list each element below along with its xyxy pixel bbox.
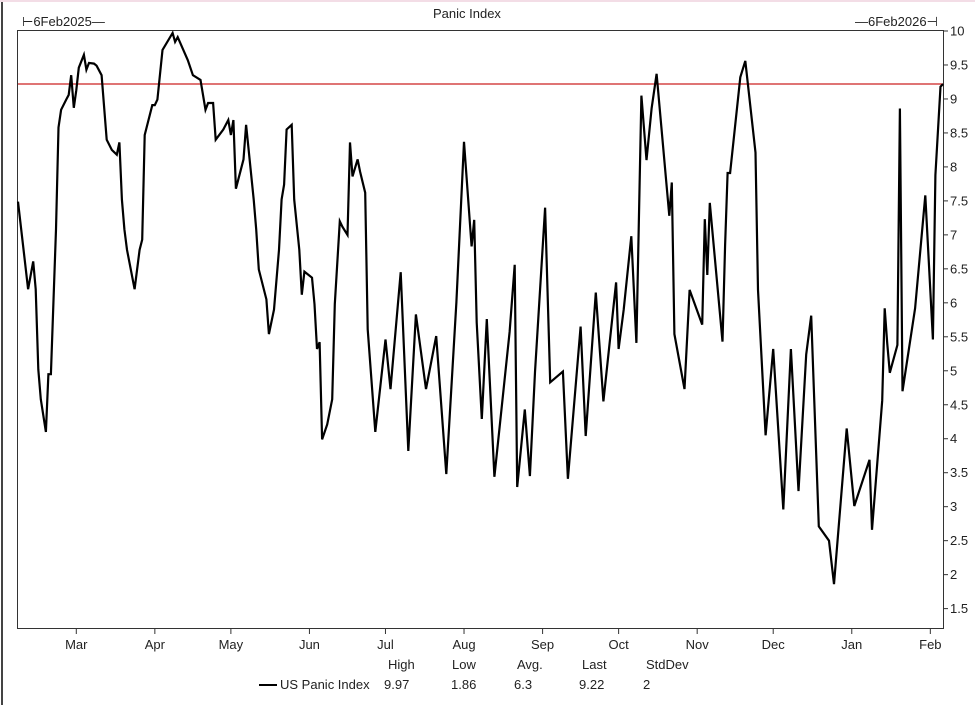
- legend-line-swatch: [259, 684, 277, 686]
- y-tick-label: 6.5: [950, 261, 968, 276]
- legend-header-low: Low: [452, 657, 476, 672]
- legend-header-last: Last: [582, 657, 607, 672]
- y-tick-label: 4: [950, 431, 957, 446]
- x-tick-label: Oct: [608, 637, 629, 652]
- x-tick-label: Jun: [299, 637, 320, 652]
- series-layer: [16, 30, 944, 585]
- y-tick-label: 7: [950, 227, 957, 242]
- y-tick-label: 3: [950, 499, 957, 514]
- y-tick-label: 2.5: [950, 533, 968, 548]
- y-tick-label: 5: [950, 363, 957, 378]
- start-date-text: 6Feb2025: [33, 14, 92, 29]
- start-bracket: ⊢: [22, 14, 34, 29]
- series-line-us-panic-index: [16, 30, 944, 585]
- y-tick-label: 6: [950, 295, 957, 310]
- end-dash: —: [855, 14, 868, 29]
- legend-stat-stddev: 2: [643, 677, 651, 692]
- x-tick-label: Dec: [762, 637, 786, 652]
- x-axis: Mar Apr May Jun Jul Aug Sep Oct Nov Dec Jan Feb: [65, 629, 942, 652]
- y-tick-label: 8: [950, 159, 957, 174]
- x-tick-label: Jan: [841, 637, 862, 652]
- y-tick-label: 4.5: [950, 397, 968, 412]
- legend-stat-last: 9.22: [579, 677, 605, 692]
- end-bracket: ⊣: [926, 14, 938, 29]
- legend-stat-high: 9.97: [384, 677, 410, 692]
- legend-header-avg: Avg.: [517, 657, 543, 672]
- y-tick-label: 3.5: [950, 465, 968, 480]
- y-axis: 1.5 2 2.5 3 3.5 4 4.5 5 5.5 6 6.5 7 7.5 8 8.5 9 9.5 10: [943, 24, 968, 616]
- legend-stat-avg: 6.3: [514, 677, 533, 692]
- legend-series-label: US Panic Index: [280, 677, 370, 692]
- window-top-border: [0, 0, 975, 2]
- end-date-label: —6Feb2026⊣: [855, 14, 938, 30]
- x-tick-label: Sep: [531, 637, 554, 652]
- y-tick-label: 7.5: [950, 193, 968, 208]
- chart-title: Panic Index: [433, 6, 501, 21]
- start-dash: —: [91, 14, 105, 29]
- legend-header-high: High: [388, 657, 415, 672]
- plot-frame: [17, 30, 944, 629]
- x-tick-label: May: [219, 637, 244, 652]
- x-tick-label: Mar: [65, 637, 88, 652]
- y-tick-label: 10: [950, 24, 964, 39]
- end-date-text: 6Feb2026: [868, 14, 927, 29]
- y-tick-label: 5.5: [950, 329, 968, 344]
- legend-header-stddev: StdDev: [646, 657, 689, 672]
- y-tick-label: 8.5: [950, 125, 968, 140]
- window-left-border: [1, 0, 3, 705]
- x-tick-label: Jul: [377, 637, 394, 652]
- x-tick-label: Aug: [452, 637, 475, 652]
- x-tick-label: Feb: [919, 637, 941, 652]
- legend-stat-low: 1.86: [451, 677, 477, 692]
- y-tick-label: 9: [950, 91, 957, 106]
- x-tick-label: Apr: [145, 637, 166, 652]
- y-tick-label: 1.5: [950, 601, 968, 616]
- start-date-label: ⊢6Feb2025—: [22, 14, 105, 30]
- y-tick-label: 9.5: [950, 57, 968, 72]
- x-tick-label: Nov: [686, 637, 710, 652]
- y-tick-label: 2: [950, 567, 957, 582]
